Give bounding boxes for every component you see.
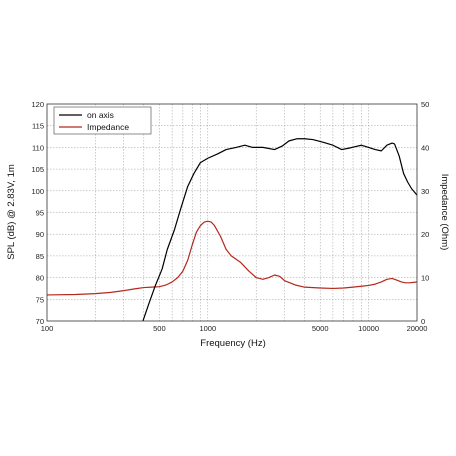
y-tick-label-right: 30 <box>421 187 429 196</box>
legend-label-on-axis: on axis <box>87 110 114 120</box>
y-tick-label-left: 90 <box>36 230 44 239</box>
x-tick-label: 10000 <box>358 324 379 333</box>
x-tick-label: 100 <box>41 324 54 333</box>
y-tick-label-left: 80 <box>36 274 44 283</box>
y-tick-label-left: 75 <box>36 295 44 304</box>
series-layer <box>47 138 417 321</box>
legend-label-impedance: Impedance <box>87 122 129 132</box>
y-tick-label-left: 115 <box>32 122 44 131</box>
y-tick-label-left: 85 <box>36 252 44 261</box>
y-tick-label-right: 10 <box>421 274 429 283</box>
y-axis-label-left: SPL (dB) @ 2.83V, 1m <box>6 164 17 260</box>
x-tick-label: 5000 <box>312 324 329 333</box>
y-tick-label-right: 50 <box>421 100 429 109</box>
y-tick-label-left: 100 <box>31 187 44 196</box>
tick-labels: 100 500 1000 5000 10000 200007075808590951001… <box>31 100 429 333</box>
series-line-impedance <box>47 220 417 296</box>
series-line-on-axis <box>142 138 417 321</box>
y-tick-label-left: 105 <box>31 165 44 174</box>
y-tick-label-right: 20 <box>421 230 429 239</box>
x-tick-label: 1000 <box>199 324 216 333</box>
y-tick-label-left: 110 <box>32 143 44 152</box>
y-tick-label-left: 120 <box>31 100 44 109</box>
y-tick-label-right: 40 <box>421 143 429 152</box>
x-axis-label: Frequency (Hz) <box>200 338 265 349</box>
legend: on axis Impedance <box>53 106 152 135</box>
y-tick-label-left: 95 <box>36 209 44 218</box>
y-tick-label-right: 0 <box>421 317 425 326</box>
plot-frame <box>46 103 418 322</box>
x-tick-label: 500 <box>153 324 166 333</box>
x-tick-label: 20000 <box>407 324 428 333</box>
y-tick-label-left: 70 <box>36 317 44 326</box>
grid <box>47 104 417 321</box>
y-axis-label-right: Impedance (Ohm) <box>439 174 450 251</box>
legend-box <box>53 106 152 135</box>
